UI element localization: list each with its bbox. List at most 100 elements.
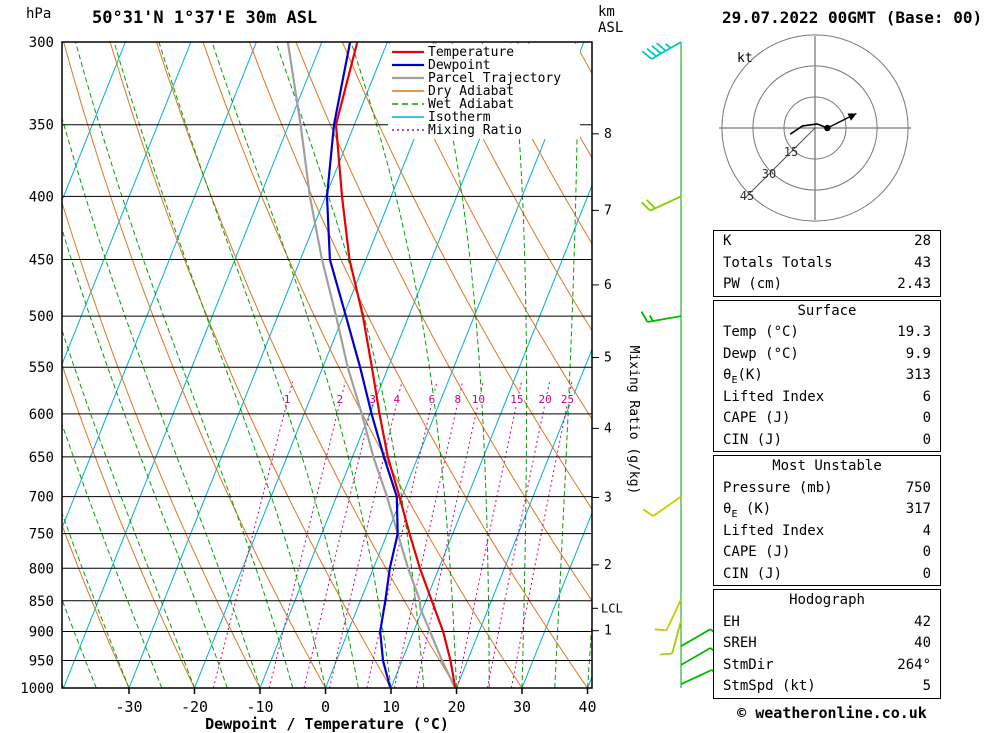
svg-text:4: 4 [604, 421, 612, 436]
table-row: Lifted Index 4 [714, 521, 940, 543]
hodograph-ring [783, 96, 847, 160]
table-row: Totals Totals 43 [714, 253, 940, 275]
svg-text:3: 3 [604, 490, 612, 505]
svg-text:7: 7 [604, 203, 612, 218]
svg-text:-20: -20 [181, 698, 208, 716]
indices-table: K 28 Totals Totals 43 PW (cm) 2.43 [713, 230, 941, 297]
table-row: StmSpd (kt) 5 [714, 676, 940, 698]
metric-value: 6 [922, 388, 931, 405]
parcel-trajectory-curve [286, 42, 457, 688]
dewpoint-curve [325, 42, 399, 688]
svg-text:700: 700 [29, 490, 54, 506]
wind-barb [680, 628, 716, 647]
svg-text:25: 25 [561, 393, 574, 406]
svg-text:500: 500 [29, 309, 54, 325]
legend-label: Dry Adiabat [428, 84, 514, 99]
table-row: Lifted Index 6 [714, 387, 940, 409]
table-row: Temp (°C) 19.3 [714, 322, 940, 344]
table-title: Hodograph [789, 592, 865, 608]
metric-label: Lifted Index [723, 522, 825, 539]
pressure-tick-labels: 300 350 400 450 500 550 600 650 700 750 800 850 900 9… [20, 35, 54, 697]
mixing-ratio-lines [212, 381, 573, 688]
svg-text:3: 3 [369, 393, 376, 406]
hodograph-table: Hodograph EH 42 SREH 40 StmDir 264° StmSpd (kt)… [713, 589, 941, 699]
metric-value: 19.3 [897, 324, 931, 340]
table-row: θE(K) 313 [714, 365, 940, 387]
table-row: Dewp (°C) 9.9 [714, 344, 940, 366]
wind-barb [654, 599, 682, 632]
svg-text:400: 400 [29, 189, 54, 205]
svg-text:-10: -10 [246, 698, 273, 716]
metric-value: 750 [905, 479, 931, 496]
svg-text:0: 0 [321, 698, 330, 716]
svg-text:20: 20 [447, 698, 465, 716]
svg-text:1: 1 [284, 393, 291, 406]
datetime-title: 29.07.2022 00GMT (Base: 00) [722, 8, 983, 27]
wind-barb [660, 620, 682, 656]
table-row: CIN (J) 0 [714, 430, 940, 452]
wind-barb [641, 195, 682, 212]
wind-barb [640, 311, 682, 323]
svg-text:40: 40 [578, 698, 596, 716]
hodograph-unit-label: kt [737, 51, 753, 66]
svg-text:1: 1 [604, 624, 612, 639]
pressure-gridlines [62, 42, 592, 688]
svg-text:750: 750 [29, 527, 54, 543]
metric-label: Pressure (mb) [723, 479, 833, 496]
temperature-curve [334, 42, 457, 688]
hodograph-ring-label: 30 [762, 167, 776, 181]
svg-text:950: 950 [29, 653, 54, 669]
wind-barb [642, 495, 682, 517]
svg-text:20: 20 [538, 393, 551, 406]
metric-value: 28 [914, 233, 931, 249]
most_unstable-table: Most Unstable Pressure (mb) 750 θE (K) 317 Li… [713, 455, 941, 586]
isotherm-lines [62, 42, 592, 688]
svg-text:2: 2 [604, 558, 612, 573]
metric-label: SREH [723, 635, 757, 651]
hodograph: 15 30 45 kt [719, 34, 911, 222]
km-label: km [598, 4, 615, 20]
mixing-ratio-labels: 1 2 3 4 6 8 10 15 20 25 [282, 392, 575, 408]
metric-value: 40 [914, 635, 931, 651]
svg-text:5: 5 [604, 351, 612, 366]
hodograph-ring-label: 45 [740, 189, 754, 203]
metric-value: 0 [922, 410, 931, 426]
altitude-unit-label: km ASL [598, 4, 623, 36]
metric-label: CIN (J) [723, 565, 783, 582]
legend-label: Wet Adiabat [428, 97, 514, 112]
metric-value: 42 [914, 613, 931, 630]
metric-value: 264° [897, 656, 931, 673]
table-row: SREH 40 [714, 633, 940, 655]
metric-label: Dewp (°C) [723, 345, 799, 362]
svg-text:450: 450 [29, 253, 54, 269]
metric-label: CAPE (J) [723, 410, 791, 426]
svg-text:550: 550 [29, 360, 54, 376]
hodograph-radial-line [744, 127, 816, 199]
legend-label: Mixing Ratio [428, 123, 522, 138]
legend-label: Dewpoint [428, 58, 491, 73]
svg-text:6: 6 [604, 278, 612, 293]
metric-value: 313 [905, 367, 931, 383]
copyright: © weatheronline.co.uk [737, 704, 927, 722]
legend-label: Parcel Trajectory [428, 71, 561, 86]
metric-label: CIN (J) [723, 431, 783, 448]
table-row: EH 42 [714, 612, 940, 634]
table-row: θE (K) 317 [714, 499, 940, 521]
metric-label: Totals Totals [723, 254, 833, 271]
svg-text:600: 600 [29, 407, 54, 423]
svg-text:8: 8 [604, 127, 612, 142]
metric-label: Temp (°C) [723, 324, 799, 340]
temp-axis: -30 -20 -10 0 10 20 30 40 [115, 688, 597, 716]
metric-value: 317 [905, 501, 931, 517]
plot-border [61, 41, 593, 689]
table-row: Pressure (mb) 750 [714, 478, 940, 500]
svg-text:-30: -30 [115, 698, 142, 716]
km-axis: 1 2 3 4 5 6 7 8 LCL [592, 127, 623, 639]
surface-table: Surface Temp (°C) 19.3 Dewp (°C) 9.9 θE(K) 313… [713, 299, 941, 452]
table-title: Most Unstable [772, 458, 882, 474]
svg-text:300: 300 [29, 35, 54, 51]
metric-label: PW (cm) [723, 276, 783, 292]
metric-label: K [723, 233, 732, 249]
